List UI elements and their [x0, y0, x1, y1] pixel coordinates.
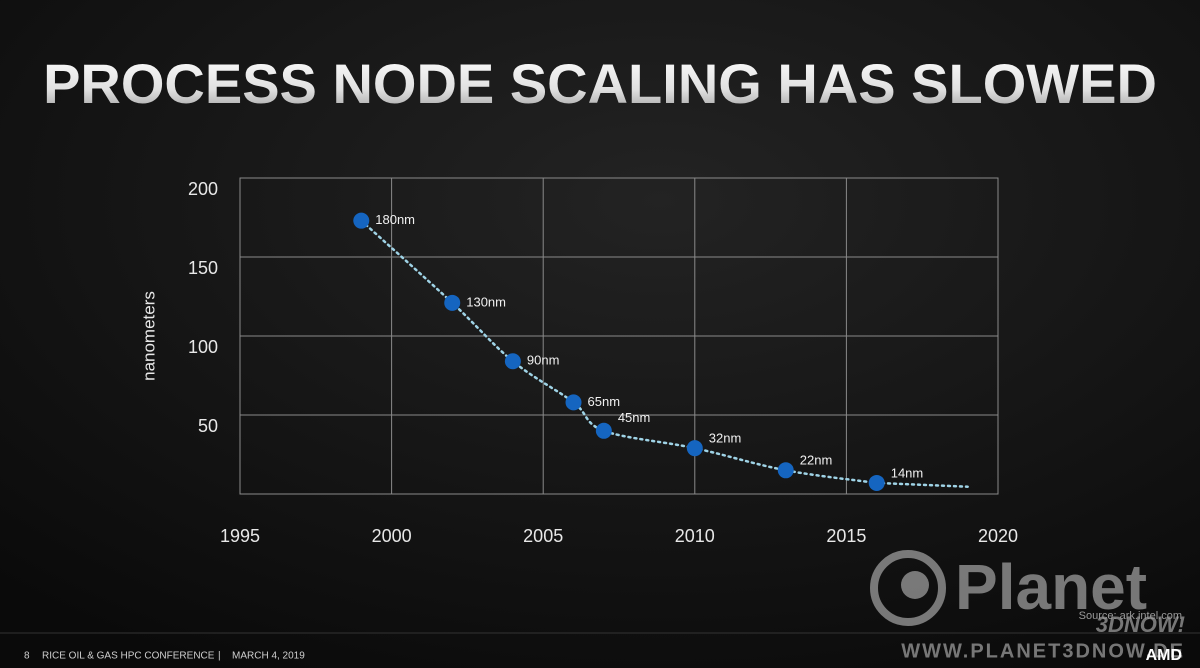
- data-point: [504, 353, 521, 370]
- data-point: [353, 212, 370, 229]
- x-tick-label: 2010: [675, 526, 715, 546]
- event: RICE OIL & GAS HPC CONFERENCE: [42, 651, 215, 662]
- y-axis-label: nanometers: [139, 291, 158, 381]
- point-label: 90nm: [527, 353, 560, 368]
- point-label: 22nm: [800, 453, 833, 468]
- data-point: [565, 394, 582, 411]
- separator: |: [218, 651, 221, 662]
- y-tick-label: 50: [198, 416, 218, 436]
- data-point: [444, 294, 461, 311]
- data-point: [868, 474, 885, 491]
- point-label: 32nm: [709, 431, 742, 446]
- x-tick-label: 2005: [523, 526, 563, 546]
- point-label: 45nm: [618, 410, 651, 425]
- watermark-name: Planet: [955, 551, 1147, 623]
- watermark-url: WWW.PLANET3DNOW.DE: [901, 640, 1185, 662]
- x-tick-label: 2000: [372, 526, 412, 546]
- point-label: 14nm: [891, 465, 924, 480]
- y-tick-label: 150: [188, 258, 218, 278]
- y-tick-label: 100: [188, 337, 218, 357]
- page-number: 8: [24, 651, 30, 662]
- source: Source: ark.intel.com: [1079, 610, 1182, 622]
- y-tick-label: 200: [188, 179, 218, 199]
- point-label: 130nm: [466, 294, 506, 309]
- point-label: 180nm: [375, 212, 415, 227]
- x-tick-label: 2015: [826, 526, 866, 546]
- brand: AMD: [1146, 647, 1182, 664]
- watermark-logo-dot: [901, 571, 929, 599]
- point-label: 65nm: [588, 394, 621, 409]
- date: MARCH 4, 2019: [232, 651, 305, 662]
- data-point: [686, 440, 703, 457]
- watermark: Planet 3DNOW! WWW.PLANET3DNOW.DE: [870, 550, 1185, 662]
- x-tick-label: 2020: [978, 526, 1018, 546]
- watermark-logo: [870, 550, 946, 626]
- title: PROCESS NODE SCALING HAS SLOWED: [43, 52, 1157, 115]
- plot: 50 100 150 200 1995 2000 2005 2010 2015 2020 180nm…: [188, 177, 1018, 546]
- x-tick-label: 1995: [220, 526, 260, 546]
- data-point: [595, 422, 612, 439]
- data-point: [777, 462, 794, 479]
